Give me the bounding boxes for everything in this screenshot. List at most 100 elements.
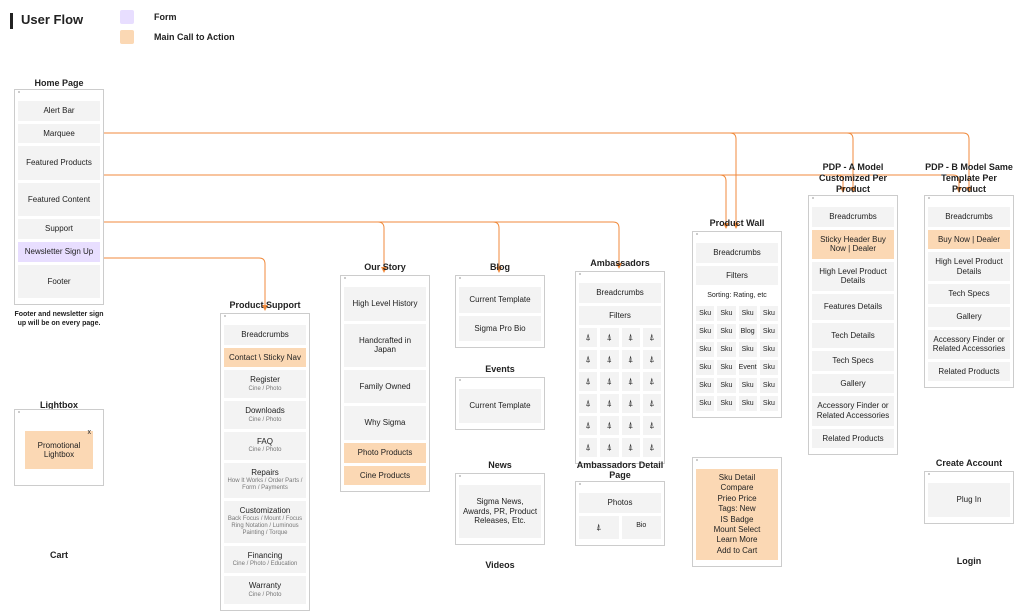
sku-cell: Sku (717, 360, 735, 375)
ourstory-title: Our Story (340, 262, 430, 272)
person-icon: ⍋ (600, 438, 618, 457)
lightbox-frame: Promotional Lightbox x (14, 414, 104, 486)
person-icon: ⍋ (600, 372, 618, 391)
events-title: Events (455, 364, 545, 374)
person-icon: ⍋ (600, 350, 618, 369)
person-icon: ⍋ (643, 394, 661, 413)
blog-current: Current Template (459, 287, 541, 313)
person-icon: ⍋ (643, 350, 661, 369)
home-alert: Alert Bar (18, 101, 100, 121)
swatch-form (120, 10, 134, 24)
sku-cell: Event (739, 360, 757, 375)
ps-repairs: RepairsHow It Works / Order Parts / Form… (224, 463, 306, 498)
pdpb-related: Related Products (928, 362, 1010, 382)
person-icon: ⍋ (622, 438, 640, 457)
sku-cell: Sku (717, 396, 735, 411)
sku-cell: Sku (760, 360, 778, 375)
pdpa-related: Related Products (812, 429, 894, 449)
sku-cell: Sku (696, 360, 714, 375)
home-footer: Footer (18, 265, 100, 299)
psupport-title: Product Support (220, 300, 310, 310)
blog-frame: Current Template Sigma Pro Bio (455, 280, 545, 348)
create-title: Create Account (924, 458, 1014, 468)
page-header: User Flow (10, 12, 83, 29)
ambdetail-frame: Photos ⍋ Bio (575, 486, 665, 546)
os-family: Family Owned (344, 370, 426, 404)
sku-cell: Sku (760, 342, 778, 357)
home-note: Footer and newsletter sign up will be on… (14, 311, 104, 329)
person-icon: ⍋ (579, 328, 597, 347)
news-frame: Sigma News, Awards, PR, Product Releases… (455, 478, 545, 545)
ourstory-frame: High Level History Handcrafted in Japan … (340, 280, 430, 492)
sku-cell: Sku (696, 342, 714, 357)
pdpa-acc: Accessory Finder or Related Accessories (812, 396, 894, 425)
ps-warranty: WarrantyCine / Photo (224, 576, 306, 604)
sku-cell: Sku (760, 396, 778, 411)
ambdetail-photos: Photos (579, 493, 661, 513)
home-featured-products: Featured Products (18, 146, 100, 180)
home-featured-content: Featured Content (18, 183, 100, 217)
pdpa-frame: Breadcrumbs Sticky Header Buy Now | Deal… (808, 200, 898, 455)
sku-cell: Sku (739, 378, 757, 393)
cart-title: Cart (14, 550, 104, 560)
pdpa-features: Features Details (812, 294, 894, 320)
create-plugin: Plug In (928, 483, 1010, 517)
sku-cell: Sku (696, 306, 714, 321)
videos-title: Videos (455, 560, 545, 570)
amb-breadcrumbs: Breadcrumbs (579, 283, 661, 303)
amb-frame: Breadcrumbs Filters ⍋⍋⍋⍋⍋⍋⍋⍋⍋⍋⍋⍋⍋⍋⍋⍋⍋⍋⍋⍋… (575, 276, 665, 464)
person-icon: ⍋ (579, 516, 619, 539)
amb-grid: ⍋⍋⍋⍋⍋⍋⍋⍋⍋⍋⍋⍋⍋⍋⍋⍋⍋⍋⍋⍋⍋⍋⍋⍋ (579, 328, 661, 457)
legend-form-label: Form (154, 12, 177, 22)
ps-faq: FAQCine / Photo (224, 432, 306, 460)
person-icon: ⍋ (622, 416, 640, 435)
home-title: Home Page (14, 78, 104, 88)
sku-cell: Sku (760, 324, 778, 339)
skudetail-frame: Sku DetailComparePrieo PriceTags: NewIS … (692, 462, 782, 567)
sku-cell: Sku (760, 378, 778, 393)
pdpb-hl: High Level Product Details (928, 252, 1010, 281)
person-icon: ⍋ (622, 372, 640, 391)
os-history: High Level History (344, 287, 426, 321)
sku-cell: Sku (696, 396, 714, 411)
close-icon[interactable]: x (88, 429, 92, 436)
sku-cell: Sku (739, 306, 757, 321)
os-cine: Cine Products (344, 466, 426, 486)
sku-cell: Sku (739, 396, 757, 411)
sku-cell: Sku (717, 306, 735, 321)
os-photo: Photo Products (344, 443, 426, 463)
sku-cell: Sku (760, 306, 778, 321)
person-icon: ⍋ (643, 328, 661, 347)
sku-cell: Sku (696, 378, 714, 393)
pdpa-gallery: Gallery (812, 374, 894, 394)
legend-form: Form (120, 10, 235, 24)
pdpa-hl: High Level Product Details (812, 262, 894, 291)
person-icon: ⍋ (579, 416, 597, 435)
person-icon: ⍋ (643, 438, 661, 457)
os-japan: Handcrafted in Japan (344, 324, 426, 367)
news-title: News (455, 460, 545, 470)
psupport-frame: Breadcrumbs Contact \ Sticky Nav Registe… (220, 318, 310, 611)
ps-downloads: DownloadsCine / Photo (224, 401, 306, 429)
ps-financing: FinancingCine / Photo / Education (224, 546, 306, 574)
login-title: Login (924, 556, 1014, 566)
sku-cell: Sku (717, 342, 735, 357)
lightbox-promo-text: Promotional Lightbox (38, 441, 81, 459)
person-icon: ⍋ (622, 394, 640, 413)
sku-cell: Sku (717, 324, 735, 339)
swatch-cta (120, 30, 134, 44)
pdpb-breadcrumbs: Breadcrumbs (928, 207, 1010, 227)
lightbox-promo: Promotional Lightbox x (25, 431, 93, 469)
person-icon: ⍋ (643, 372, 661, 391)
pdpa-title: PDP - A Model Customized Per Product (808, 162, 898, 194)
home-support: Support (18, 219, 100, 239)
person-icon: ⍋ (622, 350, 640, 369)
person-icon: ⍋ (600, 394, 618, 413)
ambdetail-row: ⍋ Bio (579, 516, 661, 539)
pdpa-breadcrumbs: Breadcrumbs (812, 207, 894, 227)
ambdetail-title: Ambassadors Detail Page (575, 460, 665, 480)
person-icon: ⍋ (579, 394, 597, 413)
ps-breadcrumbs: Breadcrumbs (224, 325, 306, 345)
pdpb-buy: Buy Now | Dealer (928, 230, 1010, 250)
blog-bio: Sigma Pro Bio (459, 316, 541, 342)
